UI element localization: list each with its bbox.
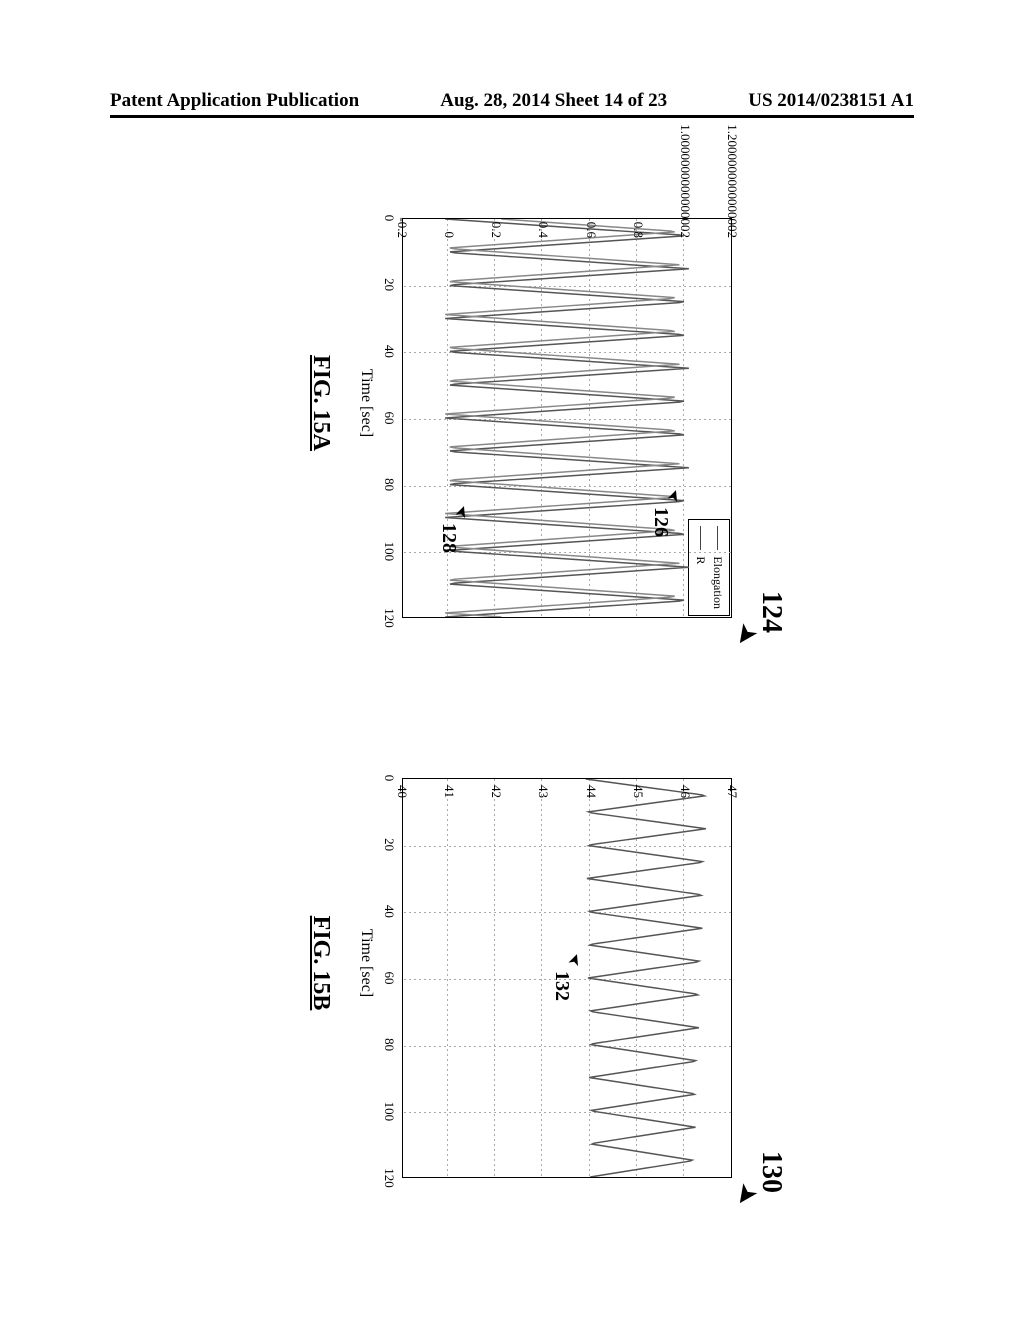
y-tick-label: 47	[724, 785, 740, 798]
y-tick-label: 43	[535, 785, 551, 798]
x-tick-label: 40	[381, 345, 397, 358]
header-left: Patent Application Publication	[110, 90, 359, 112]
x-tick-label: 0	[381, 775, 397, 782]
x-tick-label: 80	[381, 478, 397, 491]
y-tick-label: 1.2000000000000002	[724, 124, 740, 238]
x-tick-label: 40	[381, 905, 397, 918]
x-axis-label-b: Time [sec]	[357, 929, 375, 997]
chart-15b: Resistance [Ohm] 132➤ Time [sec] FIG. 15…	[362, 723, 742, 1203]
header-center: Aug. 28, 2014 Sheet 14 of 23	[440, 90, 667, 112]
annotation-132: 132	[550, 971, 573, 1001]
y-tick-label: 46	[677, 785, 693, 798]
y-tick-label: 41	[441, 785, 457, 798]
caption-text: FIG. 15A	[308, 355, 334, 451]
y-tick-label: 0.8	[630, 222, 646, 238]
header-rule	[110, 115, 914, 118]
figures-container: 124 ➤ normalized outputs Elongation R 12…	[0, 303, 1024, 1077]
figure-15a: 124 ➤ normalized outputs Elongation R 12…	[362, 163, 742, 663]
y-tick-label: 0	[441, 232, 457, 239]
x-tick-label: 0	[381, 215, 397, 222]
page-header: Patent Application Publication Aug. 28, …	[0, 90, 1024, 112]
y-tick-label: 40	[394, 785, 410, 798]
plot-area-a: Elongation R 126➤128➤	[402, 218, 732, 618]
annotation-128: 128	[437, 523, 460, 553]
plot-area-b: 132➤	[402, 778, 732, 1178]
caption-text: FIG. 15B	[308, 916, 334, 1011]
x-axis-label-a: Time [sec]	[357, 369, 375, 437]
y-tick-label: 0.4	[535, 222, 551, 238]
y-tick-label: 45	[630, 785, 646, 798]
figure-15b: 130 ➤ Resistance [Ohm] 132➤ Time [sec] F…	[362, 723, 742, 1223]
y-tick-label: 1.0000000000000002	[677, 124, 693, 238]
header-right: US 2014/0238151 A1	[748, 90, 914, 112]
series-line	[586, 779, 706, 1177]
x-tick-label: 100	[381, 1102, 397, 1122]
x-tick-label: 80	[381, 1038, 397, 1051]
x-tick-label: 60	[381, 412, 397, 425]
chart-15a: normalized outputs Elongation R 126➤128➤…	[362, 163, 742, 643]
ref-num-130: 130	[755, 1151, 787, 1193]
y-tick-label: 0.2	[488, 222, 504, 238]
fig-caption-a: FIG. 15A	[307, 355, 334, 451]
y-tick-label: 44	[583, 785, 599, 798]
x-tick-label: 120	[381, 608, 397, 628]
y-tick-label: 42	[488, 785, 504, 798]
x-tick-label: 100	[381, 542, 397, 562]
fig-caption-b: FIG. 15B	[307, 916, 334, 1011]
series-line	[445, 219, 679, 617]
x-tick-label: 20	[381, 838, 397, 851]
x-tick-label: 120	[381, 1168, 397, 1188]
x-tick-label: 20	[381, 278, 397, 291]
x-tick-label: 60	[381, 972, 397, 985]
annotation-126: 126	[649, 507, 672, 537]
y-tick-label: 0.6	[583, 222, 599, 238]
waveform-svg	[403, 219, 731, 617]
ref-num-124: 124	[755, 591, 787, 633]
